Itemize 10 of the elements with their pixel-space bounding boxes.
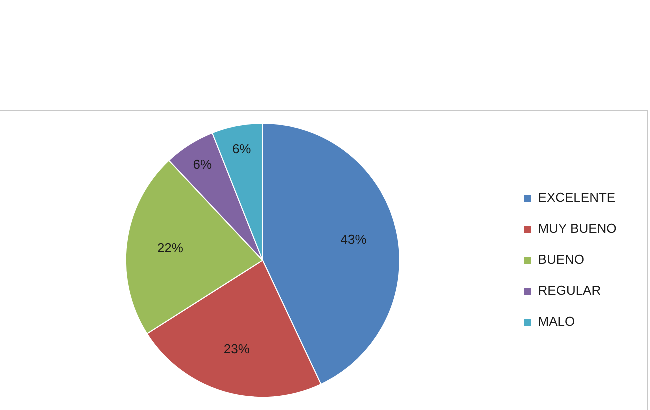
- legend-label: MALO: [538, 314, 576, 330]
- legend-label: MUY BUENO: [538, 221, 617, 236]
- legend-label: BUENO: [538, 252, 585, 268]
- data-label: 6%: [193, 157, 213, 172]
- data-label: 43%: [340, 232, 368, 247]
- legend-label: EXCELENTE: [538, 190, 616, 206]
- data-label: 6%: [232, 142, 252, 157]
- data-label: 23%: [224, 342, 250, 357]
- data-label: 22%: [157, 240, 184, 256]
- legend-label: REGULAR: [538, 283, 602, 298]
